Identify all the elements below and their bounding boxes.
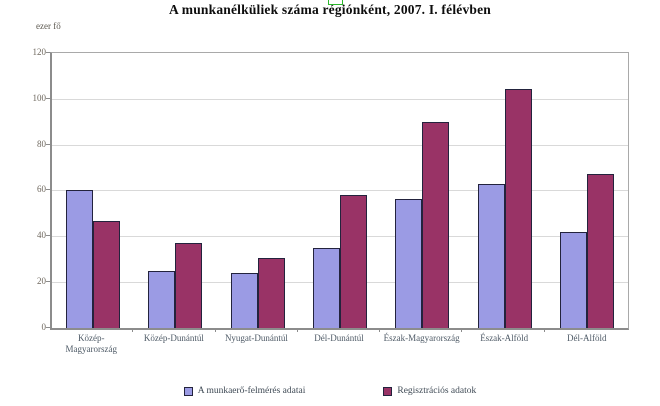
x-tick-mark xyxy=(132,329,133,332)
bar-survey-1 xyxy=(148,271,175,328)
y-tick-label: 40 xyxy=(37,230,46,240)
green-artifact-mark xyxy=(328,0,343,5)
x-tick-label-3: Dél-Dunántúl xyxy=(314,333,364,343)
y-tick-mark xyxy=(46,52,50,53)
gridline xyxy=(52,190,628,191)
x-tick-mark xyxy=(544,329,545,332)
x-tick-label-5: Észak-Alföld xyxy=(480,333,529,343)
y-tick-label: 80 xyxy=(37,139,46,149)
bar-registered-3 xyxy=(340,195,367,328)
bar-survey-6 xyxy=(560,232,587,328)
y-tick-mark xyxy=(46,235,50,236)
legend-label-survey: A munkaerő-felmérés adatai xyxy=(197,386,306,396)
x-tick-mark xyxy=(379,329,380,332)
y-tick-mark xyxy=(46,98,50,99)
bar-registered-4 xyxy=(422,122,449,328)
y-axis-unit-label: ezer fő xyxy=(36,21,61,31)
x-tick-label-6: Dél-Alföld xyxy=(567,333,607,343)
bar-survey-3 xyxy=(313,248,340,328)
legend-item-registered: Regisztrációs adatok xyxy=(383,386,476,396)
y-tick-mark xyxy=(46,189,50,190)
y-tick-label: 100 xyxy=(32,93,47,103)
bar-survey-2 xyxy=(231,273,258,328)
plot-area xyxy=(50,52,629,330)
bar-survey-4 xyxy=(395,199,422,328)
gridline xyxy=(52,99,628,100)
bar-registered-1 xyxy=(175,243,202,328)
bar-registered-5 xyxy=(505,89,532,328)
chart-title: A munkanélküliek száma régiónként, 2007.… xyxy=(168,2,492,17)
y-tick-label: 20 xyxy=(37,276,46,286)
x-tick-mark xyxy=(461,329,462,332)
y-tick-label: 60 xyxy=(37,184,46,194)
x-tick-label-2: Nyugat-Dunántúl xyxy=(224,333,288,343)
bar-registered-6 xyxy=(587,174,614,328)
y-tick-label: 120 xyxy=(32,47,47,57)
x-tick-mark xyxy=(215,329,216,332)
x-tick-label-4: Észak-Magyarország xyxy=(383,333,460,343)
bar-survey-0 xyxy=(66,190,93,328)
x-tick-mark xyxy=(297,329,298,332)
legend-swatch-survey xyxy=(183,386,193,396)
y-tick-mark xyxy=(46,281,50,282)
y-tick-label: 0 xyxy=(41,322,47,332)
x-axis-labels: Közép-Magyarország Közép-Dunántúl Nyugat-D… xyxy=(50,333,628,363)
y-tick-mark xyxy=(46,327,50,328)
legend-label-registered: Regisztrációs adatok xyxy=(397,386,477,396)
bar-survey-5 xyxy=(478,184,505,328)
y-tick-mark xyxy=(46,144,50,145)
legend: A munkaerő-felmérés adatai Regisztrációs… xyxy=(0,383,660,399)
legend-swatch-registered xyxy=(383,386,393,396)
x-tick-label-1: Közép-Dunántúl xyxy=(143,333,204,343)
bar-registered-2 xyxy=(258,258,285,328)
legend-item-survey: A munkaerő-felmérés adatai xyxy=(183,386,306,396)
gridline xyxy=(52,145,628,146)
x-tick-label-0: Közép-Magyarország xyxy=(65,333,118,354)
bar-registered-0 xyxy=(93,221,120,328)
